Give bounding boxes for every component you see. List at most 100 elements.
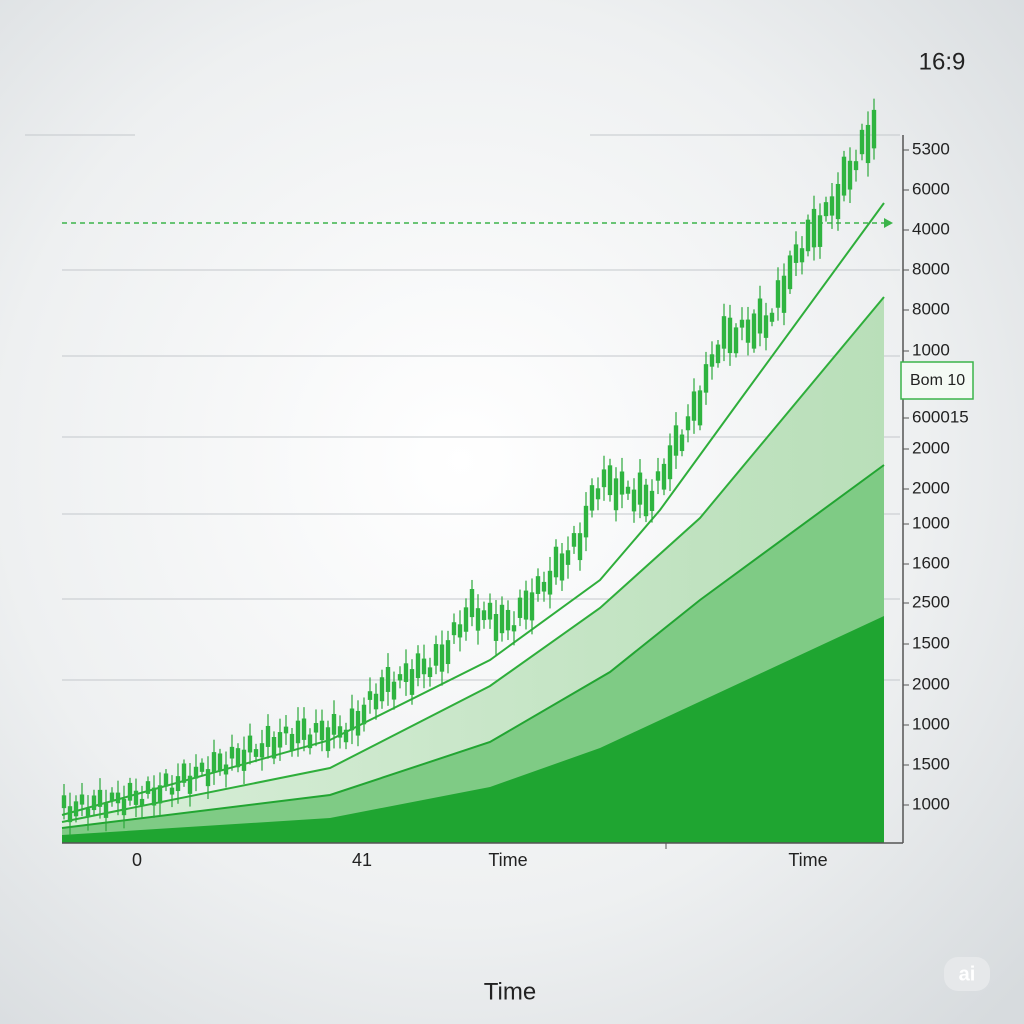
y-tick-label: 4000: [912, 219, 950, 238]
candle-body: [319, 720, 325, 741]
candle-body: [751, 313, 757, 349]
candle-body: [391, 681, 397, 700]
candle-body: [583, 505, 589, 538]
candle-body: [217, 753, 223, 772]
candle-body: [799, 248, 805, 263]
candle-body: [145, 781, 151, 794]
candle-body: [79, 794, 85, 805]
candle-body: [853, 161, 859, 171]
candle-body: [619, 471, 625, 495]
candle-body: [229, 746, 235, 759]
candle-body: [823, 202, 829, 217]
candle-body: [451, 622, 457, 636]
candle-body: [769, 312, 775, 322]
candle-body: [379, 677, 385, 702]
candle-body: [859, 129, 865, 155]
y-tick-label: 8000: [912, 259, 950, 278]
candle-body: [205, 769, 211, 787]
candle-body: [139, 798, 145, 807]
candle-body: [637, 472, 643, 505]
candle-body: [811, 208, 817, 248]
candle-body: [715, 344, 721, 364]
candle-body: [253, 749, 259, 757]
y-tick-label: 5300: [912, 139, 950, 158]
candle-body: [493, 614, 499, 641]
candle-body: [151, 787, 157, 806]
candle-body: [91, 795, 97, 811]
y-tick-label: 2000: [912, 438, 950, 457]
y-tick-label: 1000: [912, 340, 950, 359]
candle-body: [73, 801, 79, 817]
candle-body: [553, 546, 559, 578]
area-edge: [61, 464, 885, 829]
y-tick-label: 8000: [912, 299, 950, 318]
candle-body: [871, 109, 877, 149]
x-tick-label: Time: [488, 850, 527, 870]
candle-body: [169, 787, 175, 795]
y-tick-label: 600015: [912, 407, 969, 426]
candle-body: [673, 425, 679, 456]
candle-body: [787, 255, 793, 290]
candle-body: [829, 196, 835, 216]
candle-body: [133, 790, 139, 805]
candle-body: [613, 478, 619, 511]
candle-body: [307, 734, 313, 749]
candle-body: [655, 471, 661, 481]
candle-body: [421, 658, 427, 675]
candle-body: [61, 795, 67, 809]
corner-label: 16:9: [919, 48, 966, 75]
watermark-box: [944, 957, 990, 991]
candle-body: [631, 489, 637, 512]
y-tick-label: 2000: [912, 674, 950, 693]
x-axis-title: Time: [484, 978, 536, 1005]
y-tick-label: 2000: [912, 478, 950, 497]
candle-body: [541, 581, 547, 592]
candle-body: [703, 364, 709, 393]
y-tick-label: 6000: [912, 179, 950, 198]
candle-body: [739, 319, 745, 328]
candle-body: [415, 653, 421, 679]
candle-body: [763, 315, 769, 338]
candle-body: [817, 215, 823, 247]
candle-body: [499, 604, 505, 634]
watermark: ai: [959, 963, 976, 985]
candle-body: [259, 743, 265, 758]
candle-body: [265, 725, 271, 747]
candle-body: [589, 485, 595, 511]
y-tick-label: 2500: [912, 592, 950, 611]
candle-body: [709, 354, 715, 367]
candle-body: [535, 576, 541, 594]
candle-body: [277, 732, 283, 748]
candle-body: [733, 327, 739, 354]
candle-body: [463, 607, 469, 632]
candle-body: [397, 674, 403, 681]
candle-body: [181, 763, 187, 783]
candle-body: [163, 773, 169, 787]
candle-body: [679, 434, 685, 452]
candle-body: [247, 735, 253, 753]
arrow: [884, 218, 893, 228]
candle-body: [601, 469, 607, 488]
y-tick-label: 1000: [912, 513, 950, 532]
candle-body: [595, 488, 601, 500]
candle-body: [355, 710, 361, 736]
candle-body: [745, 319, 751, 343]
candle-body: [793, 244, 799, 263]
candle-body: [361, 704, 367, 725]
candle-body: [343, 729, 349, 743]
candle-body: [685, 416, 691, 431]
candle-body: [373, 693, 379, 710]
candles: [61, 98, 877, 836]
candle-body: [439, 644, 445, 672]
candle-body: [337, 726, 343, 738]
candle-body: [433, 644, 439, 666]
candle-body: [115, 792, 121, 804]
candle-body: [349, 708, 355, 731]
candle-body: [367, 691, 373, 700]
candle-body: [85, 808, 91, 818]
candle-body: [577, 533, 583, 561]
candle-body: [511, 625, 517, 632]
candle-body: [775, 280, 781, 308]
y-tick-label: 1600: [912, 553, 950, 572]
